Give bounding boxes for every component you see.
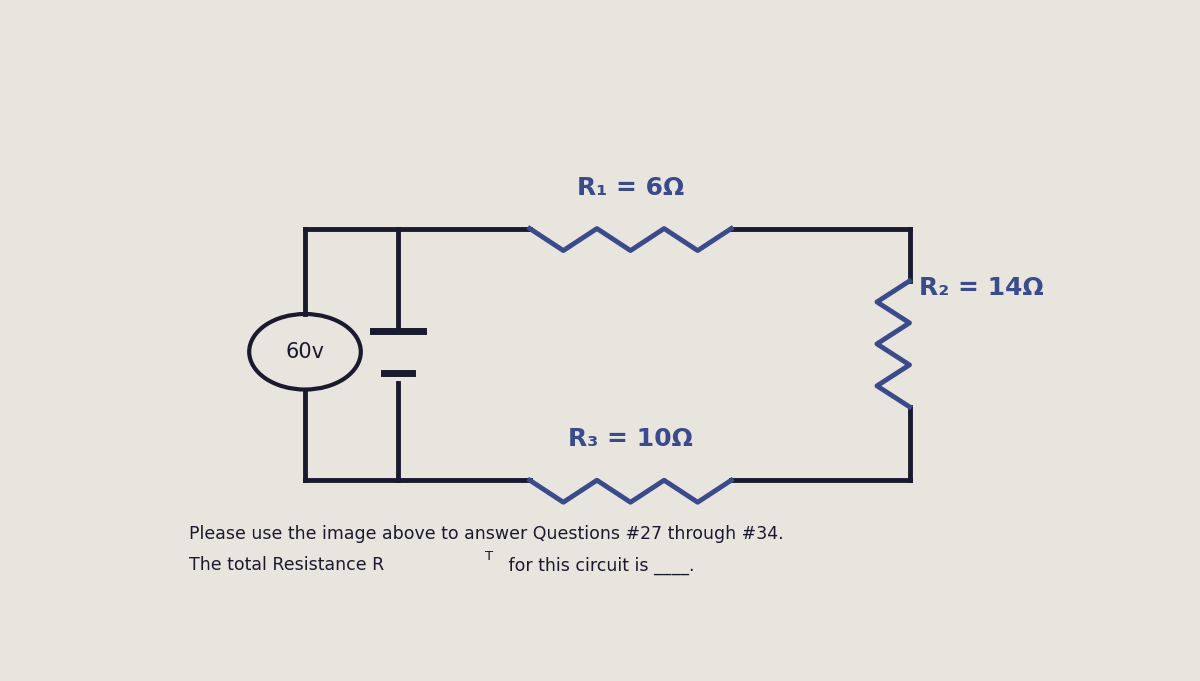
Text: T: T bbox=[485, 550, 493, 563]
Text: for this circuit is ____.: for this circuit is ____. bbox=[503, 556, 694, 575]
Text: R₁ = 6Ω: R₁ = 6Ω bbox=[577, 176, 684, 200]
Text: R₃ = 10Ω: R₃ = 10Ω bbox=[568, 428, 692, 452]
Text: R₂ = 14Ω: R₂ = 14Ω bbox=[919, 276, 1044, 300]
Text: 60v: 60v bbox=[286, 342, 324, 362]
Text: Please use the image above to answer Questions #27 through #34.: Please use the image above to answer Que… bbox=[188, 525, 784, 543]
Text: The total Resistance R: The total Resistance R bbox=[188, 556, 384, 574]
